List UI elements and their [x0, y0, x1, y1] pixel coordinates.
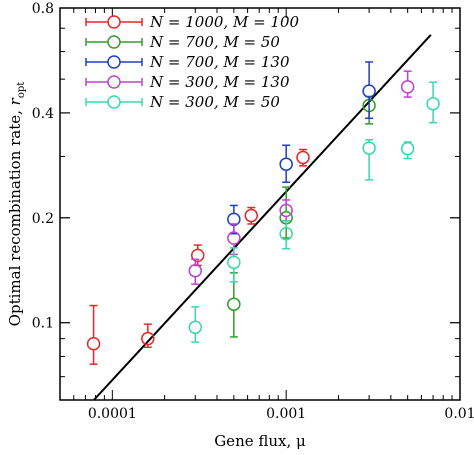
x-tick-label: 0.01 [444, 406, 474, 422]
series-group [188, 81, 440, 343]
point-marker [426, 96, 440, 111]
legend-marker [107, 35, 121, 49]
y-tick-label: 0.1 [32, 316, 54, 332]
y-axis-label-subscript: opt [16, 82, 27, 98]
point-marker [296, 150, 310, 165]
y-axis-label-symbol: r [6, 97, 24, 105]
series-group [227, 95, 376, 338]
legend-marker [107, 95, 121, 109]
y-axis-label: Optimal recombination rate, ropt [6, 82, 27, 327]
legend-label: N = 700, M = 50 [149, 33, 280, 51]
legend-label: N = 1000, M = 100 [149, 13, 299, 31]
data-point [279, 144, 293, 183]
legend-marker [107, 15, 121, 29]
point-marker [188, 320, 203, 335]
data-point [86, 304, 101, 365]
point-marker [188, 263, 203, 278]
data-point [188, 258, 203, 285]
data-points [86, 61, 440, 365]
data-point [426, 81, 440, 124]
point-marker [362, 141, 376, 155]
point-marker [227, 297, 241, 311]
data-point [244, 206, 259, 225]
fit-line [93, 34, 432, 401]
legend-label: N = 700, M = 130 [149, 53, 290, 71]
point-marker [279, 226, 293, 241]
legend-entry: N = 700, M = 130 [85, 53, 290, 71]
series-group [227, 61, 376, 235]
point-marker [400, 80, 415, 94]
data-point [400, 70, 415, 98]
fit-line-group [93, 34, 432, 401]
x-axis-label: Gene flux, μ [214, 432, 306, 450]
data-point [296, 148, 310, 167]
y-tick-label: 0.4 [32, 106, 54, 122]
x-tick-label: 0.001 [266, 406, 306, 422]
plot-frame [59, 7, 461, 401]
data-point [279, 220, 293, 250]
y-axis-label-main: Optimal recombination rate, [6, 105, 24, 326]
data-point [227, 247, 241, 283]
legend-label: N = 300, M = 130 [149, 73, 290, 91]
point-marker [227, 231, 241, 245]
legend-entry: N = 1000, M = 100 [85, 13, 299, 31]
legend-marker [107, 75, 121, 89]
point-marker [244, 208, 259, 223]
axis-ticks: 0.0001 0.001 0.01 0.1 0.2 0.4 0.8 [32, 1, 474, 422]
point-marker [279, 203, 293, 218]
data-point [400, 141, 415, 160]
y-tick-label: 0.2 [32, 211, 54, 227]
point-marker [190, 248, 205, 263]
point-marker [86, 337, 101, 351]
data-point [362, 61, 376, 120]
legend-label: N = 300, M = 50 [149, 93, 280, 111]
data-point [190, 244, 205, 267]
point-marker [362, 84, 376, 98]
point-marker [400, 141, 415, 156]
point-marker [141, 331, 155, 346]
legend: N = 1000, M = 100 N = 700, M = 50 N = 700,… [85, 13, 299, 111]
data-point [188, 306, 203, 343]
legend-marker [107, 55, 121, 69]
data-point [141, 323, 155, 349]
data-point [362, 138, 376, 181]
series-group [86, 148, 310, 365]
point-marker [279, 157, 293, 171]
x-tick-label: 0.0001 [88, 406, 137, 422]
y-tick-label: 0.8 [32, 1, 54, 17]
legend-entry: N = 300, M = 130 [85, 73, 290, 91]
point-marker [227, 255, 241, 270]
legend-entry: N = 700, M = 50 [85, 33, 280, 51]
legend-entry: N = 300, M = 50 [85, 93, 280, 111]
